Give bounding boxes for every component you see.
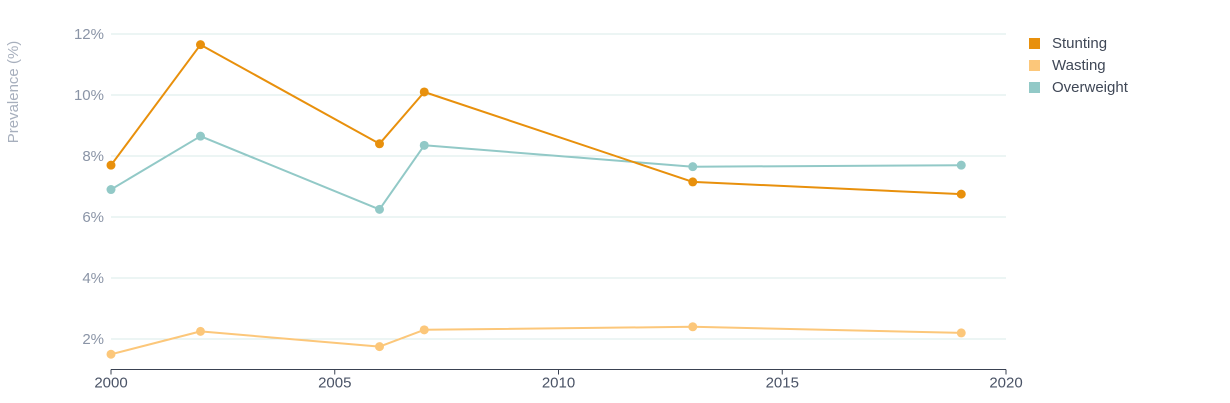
data-point-overweight xyxy=(106,185,116,195)
y-axis-label: Prevalence (%) xyxy=(5,41,22,144)
data-point-stunting xyxy=(419,87,429,97)
data-point-overweight xyxy=(375,204,384,214)
x-tick-label: 2005 xyxy=(318,375,351,392)
x-tick-label: 2000 xyxy=(94,375,127,392)
series-stunting xyxy=(106,40,966,199)
legend: Stunting Wasting Overweight xyxy=(1029,35,1129,96)
data-point-overweight xyxy=(956,160,966,170)
x-axis: 2000 2005 2010 2015 2020 xyxy=(94,369,1023,392)
series-wasting xyxy=(106,322,966,359)
data-point-stunting xyxy=(956,189,966,199)
data-point-overweight xyxy=(688,162,698,172)
legend-label-overweight: Overweight xyxy=(1052,79,1129,96)
x-tick-label: 2015 xyxy=(766,375,799,392)
grid-lines xyxy=(111,33,1006,340)
y-tick-label: 12% xyxy=(74,26,104,43)
data-point-wasting xyxy=(419,325,429,335)
series-line-stunting xyxy=(110,43,962,196)
legend-label-wasting: Wasting xyxy=(1052,57,1106,74)
y-tick-label: 10% xyxy=(74,87,104,104)
x-tick-label: 2010 xyxy=(542,375,575,392)
y-tick-label: 6% xyxy=(82,209,104,226)
data-point-wasting xyxy=(956,328,966,338)
data-point-stunting xyxy=(688,177,698,187)
data-point-overweight xyxy=(196,131,205,141)
series-group xyxy=(106,40,966,359)
data-point-wasting xyxy=(375,342,384,352)
legend-item-wasting: Wasting xyxy=(1029,57,1106,74)
series-line-overweight xyxy=(110,135,962,211)
data-point-overweight xyxy=(419,140,429,150)
data-point-stunting xyxy=(375,139,384,149)
legend-swatch-overweight xyxy=(1029,82,1040,93)
y-tick-label: 4% xyxy=(82,270,104,287)
y-tick-label: 2% xyxy=(82,331,104,348)
data-point-wasting xyxy=(688,322,698,332)
legend-item-stunting: Stunting xyxy=(1029,35,1107,52)
legend-swatch-wasting xyxy=(1029,60,1040,71)
legend-label-stunting: Stunting xyxy=(1052,35,1107,52)
y-tick-label: 8% xyxy=(82,148,104,165)
data-point-wasting xyxy=(106,349,116,359)
data-point-stunting xyxy=(196,40,205,50)
series-line-wasting xyxy=(110,325,962,356)
data-point-wasting xyxy=(196,326,205,336)
legend-swatch-stunting xyxy=(1029,38,1040,49)
legend-item-overweight: Overweight xyxy=(1029,79,1129,96)
series-overweight xyxy=(106,131,966,214)
y-axis-ticks: 2% 4% 6% 8% 10% 12% xyxy=(74,26,104,348)
data-point-stunting xyxy=(106,160,116,170)
x-tick-label: 2020 xyxy=(989,375,1022,392)
